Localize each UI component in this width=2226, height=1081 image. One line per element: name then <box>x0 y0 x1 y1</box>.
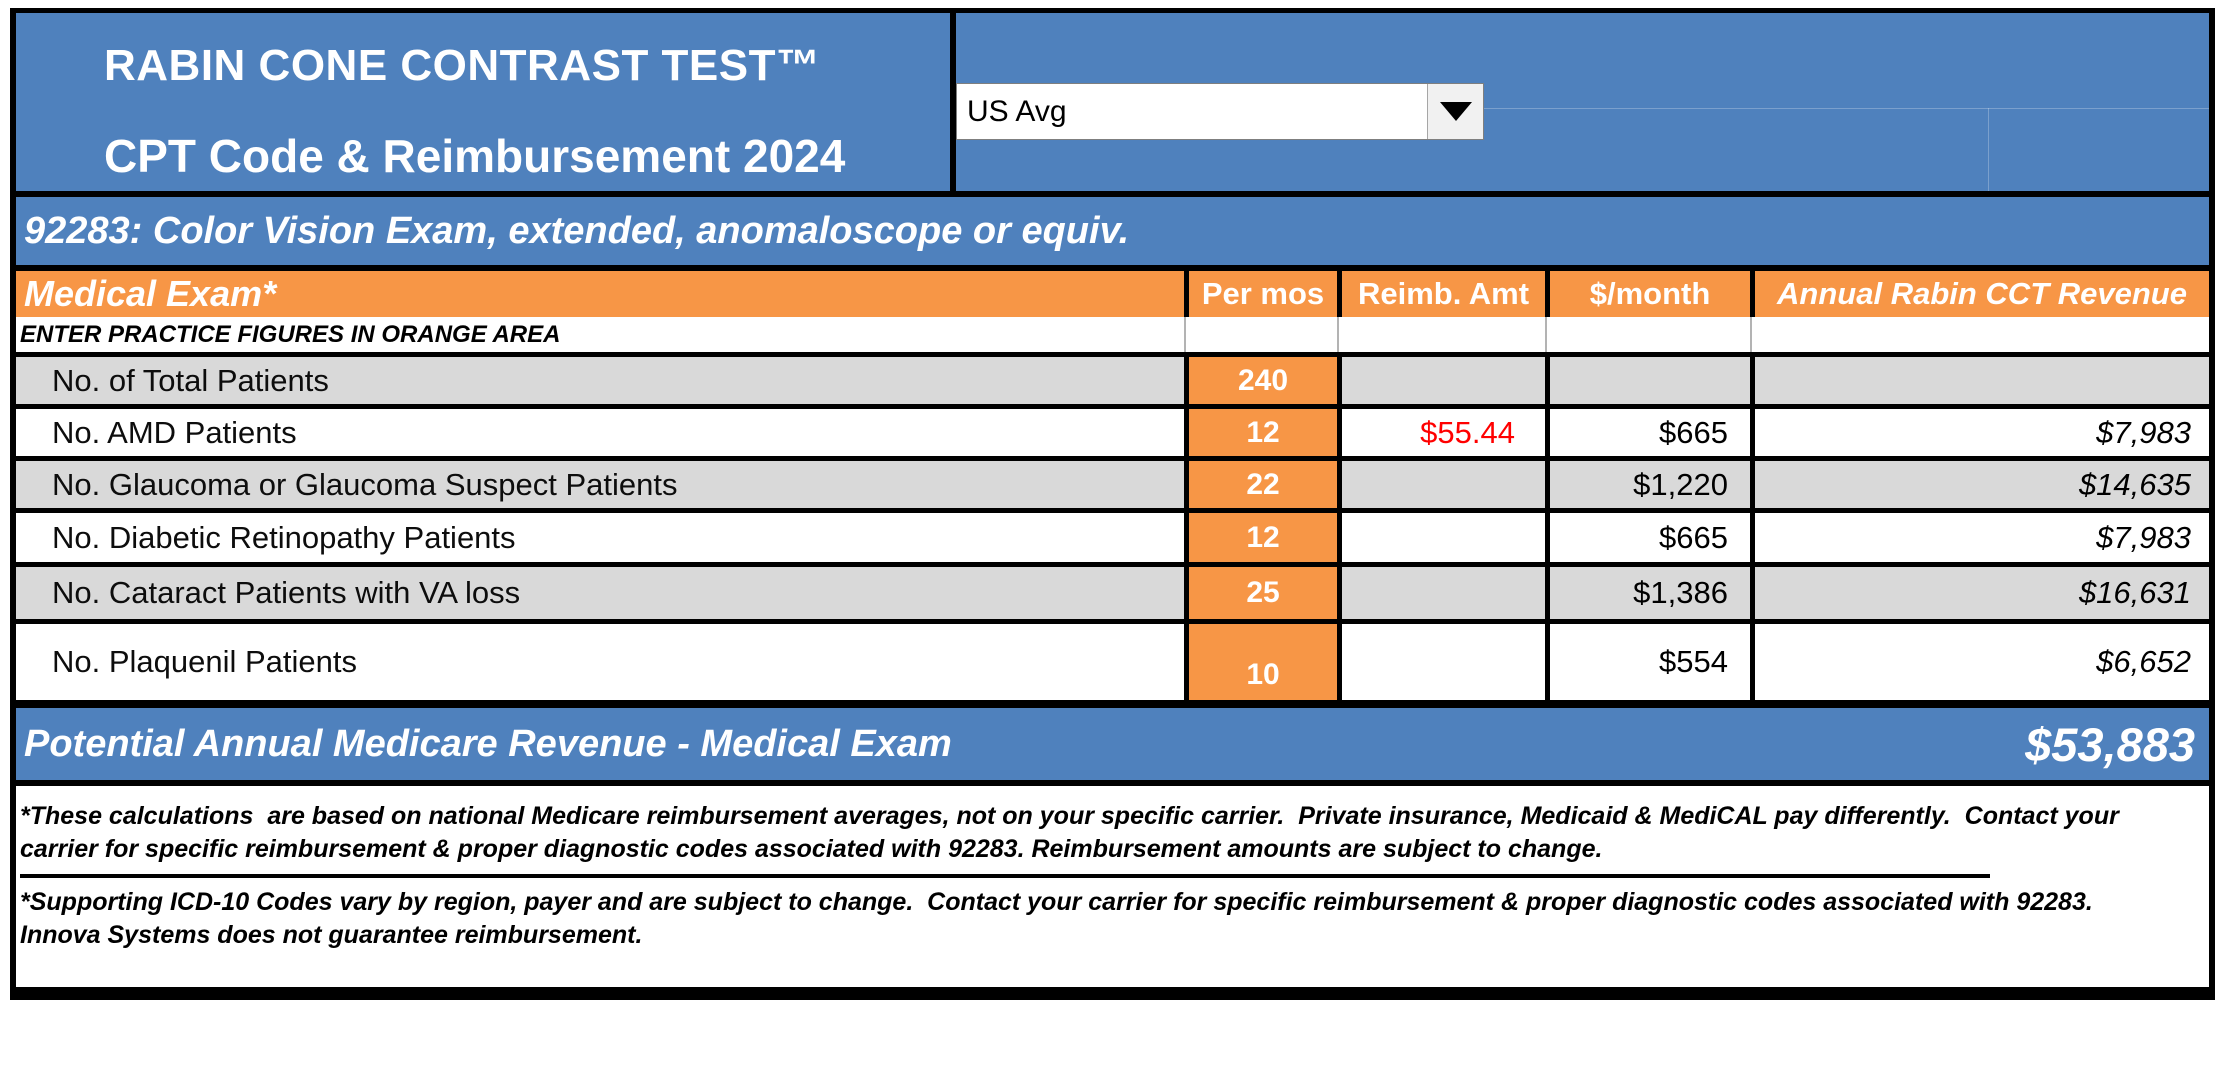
region-select[interactable]: US Avg <box>956 83 1484 140</box>
instruction-spacer-cell <box>1545 317 1750 352</box>
footnote-2-line-2: Innova Systems does not guarantee reimbu… <box>20 921 643 949</box>
row-label: No. Plaquenil Patients <box>52 644 358 679</box>
chevron-down-icon <box>1439 102 1472 121</box>
header-right-panel: US Avg <box>956 13 2209 191</box>
footnote-1-line-2: carrier for specific reimbursement & pro… <box>20 835 1603 863</box>
per-month-cell: $665 <box>1545 409 1750 456</box>
per-mos-input-cell[interactable]: 22 <box>1184 461 1337 508</box>
gridline-horizontal <box>956 108 2209 109</box>
summary-total-value: $53,883 <box>2025 717 2195 771</box>
dropdown-arrow-button[interactable] <box>1427 84 1483 139</box>
row-label: No. Cataract Patients with VA loss <box>52 575 521 610</box>
table-header-row: Medical Exam* Per mos Reimb. Amt $/month… <box>16 271 2209 317</box>
per-month-cell: $665 <box>1545 513 1750 562</box>
footnote-1-line-1: *These calculations are based on nationa… <box>20 802 2119 830</box>
instruction-spacer-cell <box>1184 317 1337 352</box>
column-header-reimb-amt: Reimb. Amt <box>1337 271 1545 317</box>
per-month-cell: $554 <box>1545 624 1750 700</box>
instruction-row: ENTER PRACTICE FIGURES IN ORANGE AREA <box>16 317 2209 357</box>
gridline-vertical <box>1988 108 1989 191</box>
per-mos-input-cell[interactable]: 12 <box>1184 409 1337 456</box>
instruction-spacer-cell <box>1337 317 1545 352</box>
row-label: No. AMD Patients <box>52 414 297 450</box>
instruction-text: ENTER PRACTICE FIGURES IN ORANGE AREA <box>20 320 561 348</box>
per-mos-input-cell[interactable]: 25 <box>1184 567 1337 619</box>
reimb-amt-cell <box>1337 567 1545 619</box>
row-label: No. Glaucoma or Glaucoma Suspect Patient… <box>52 466 678 502</box>
per-month-cell: $1,386 <box>1545 567 1750 619</box>
title-box: RABIN CONE CONTRAST TEST™ CPT Code & Rei… <box>16 13 956 191</box>
table-row: No. Diabetic Retinopathy Patients 12 $66… <box>16 513 2209 567</box>
page-subtitle: CPT Code & Reimbursement 2024 <box>104 130 846 182</box>
per-mos-input-cell[interactable]: 10 <box>1184 624 1337 700</box>
per-mos-input-cell[interactable]: 12 <box>1184 513 1337 562</box>
annual-revenue-cell <box>1750 357 2209 404</box>
summary-bar: Potential Annual Medicare Revenue - Medi… <box>16 700 2209 786</box>
annual-revenue-cell: $16,631 <box>1750 567 2209 619</box>
page-title: RABIN CONE CONTRAST TEST™ <box>104 41 821 90</box>
cpt-description-row: 92283: Color Vision Exam, extended, anom… <box>16 191 2209 271</box>
reimb-amt-cell <box>1337 513 1545 562</box>
reimbursement-calculator-sheet: RABIN CONE CONTRAST TEST™ CPT Code & Rei… <box>10 8 2215 1000</box>
region-select-value: US Avg <box>967 94 1067 128</box>
column-header-per-month: $/month <box>1545 271 1750 317</box>
table-row: No. Glaucoma or Glaucoma Suspect Patient… <box>16 461 2209 513</box>
reimb-amt-cell: $55.44 <box>1337 409 1545 456</box>
column-header-medical-exam: Medical Exam* <box>24 273 277 314</box>
reimb-amt-cell <box>1337 357 1545 404</box>
annual-revenue-cell: $6,652 <box>1750 624 2209 700</box>
table-row: No. Cataract Patients with VA loss 25 $1… <box>16 567 2209 624</box>
per-month-cell <box>1545 357 1750 404</box>
header-band: RABIN CONE CONTRAST TEST™ CPT Code & Rei… <box>16 13 2209 191</box>
table-row: No. Plaquenil Patients 10 $554 $6,652 <box>16 624 2209 700</box>
annual-revenue-cell: $14,635 <box>1750 461 2209 508</box>
per-mos-input-cell[interactable]: 240 <box>1184 357 1337 404</box>
table-row: No. of Total Patients 240 <box>16 357 2209 409</box>
summary-label: Potential Annual Medicare Revenue - Medi… <box>24 722 952 765</box>
cpt-description: 92283: Color Vision Exam, extended, anom… <box>24 209 1130 252</box>
per-month-cell: $1,220 <box>1545 461 1750 508</box>
row-label: No. Diabetic Retinopathy Patients <box>52 519 516 555</box>
instruction-spacer-cell <box>1750 317 2209 352</box>
column-header-annual-revenue: Annual Rabin CCT Revenue <box>1750 271 2209 317</box>
column-header-per-mos: Per mos <box>1184 271 1337 317</box>
annual-revenue-cell: $7,983 <box>1750 409 2209 456</box>
reimb-amt-cell <box>1337 461 1545 508</box>
annual-revenue-cell: $7,983 <box>1750 513 2209 562</box>
footnotes-section: *These calculations are based on nationa… <box>16 786 2209 987</box>
reimb-amt-cell <box>1337 624 1545 700</box>
table-row: No. AMD Patients 12 $55.44 $665 $7,983 <box>16 409 2209 461</box>
footnote-divider <box>20 874 1990 878</box>
footnote-2-line-1: *Supporting ICD-10 Codes vary by region,… <box>20 888 2093 916</box>
row-label: No. of Total Patients <box>52 362 329 398</box>
